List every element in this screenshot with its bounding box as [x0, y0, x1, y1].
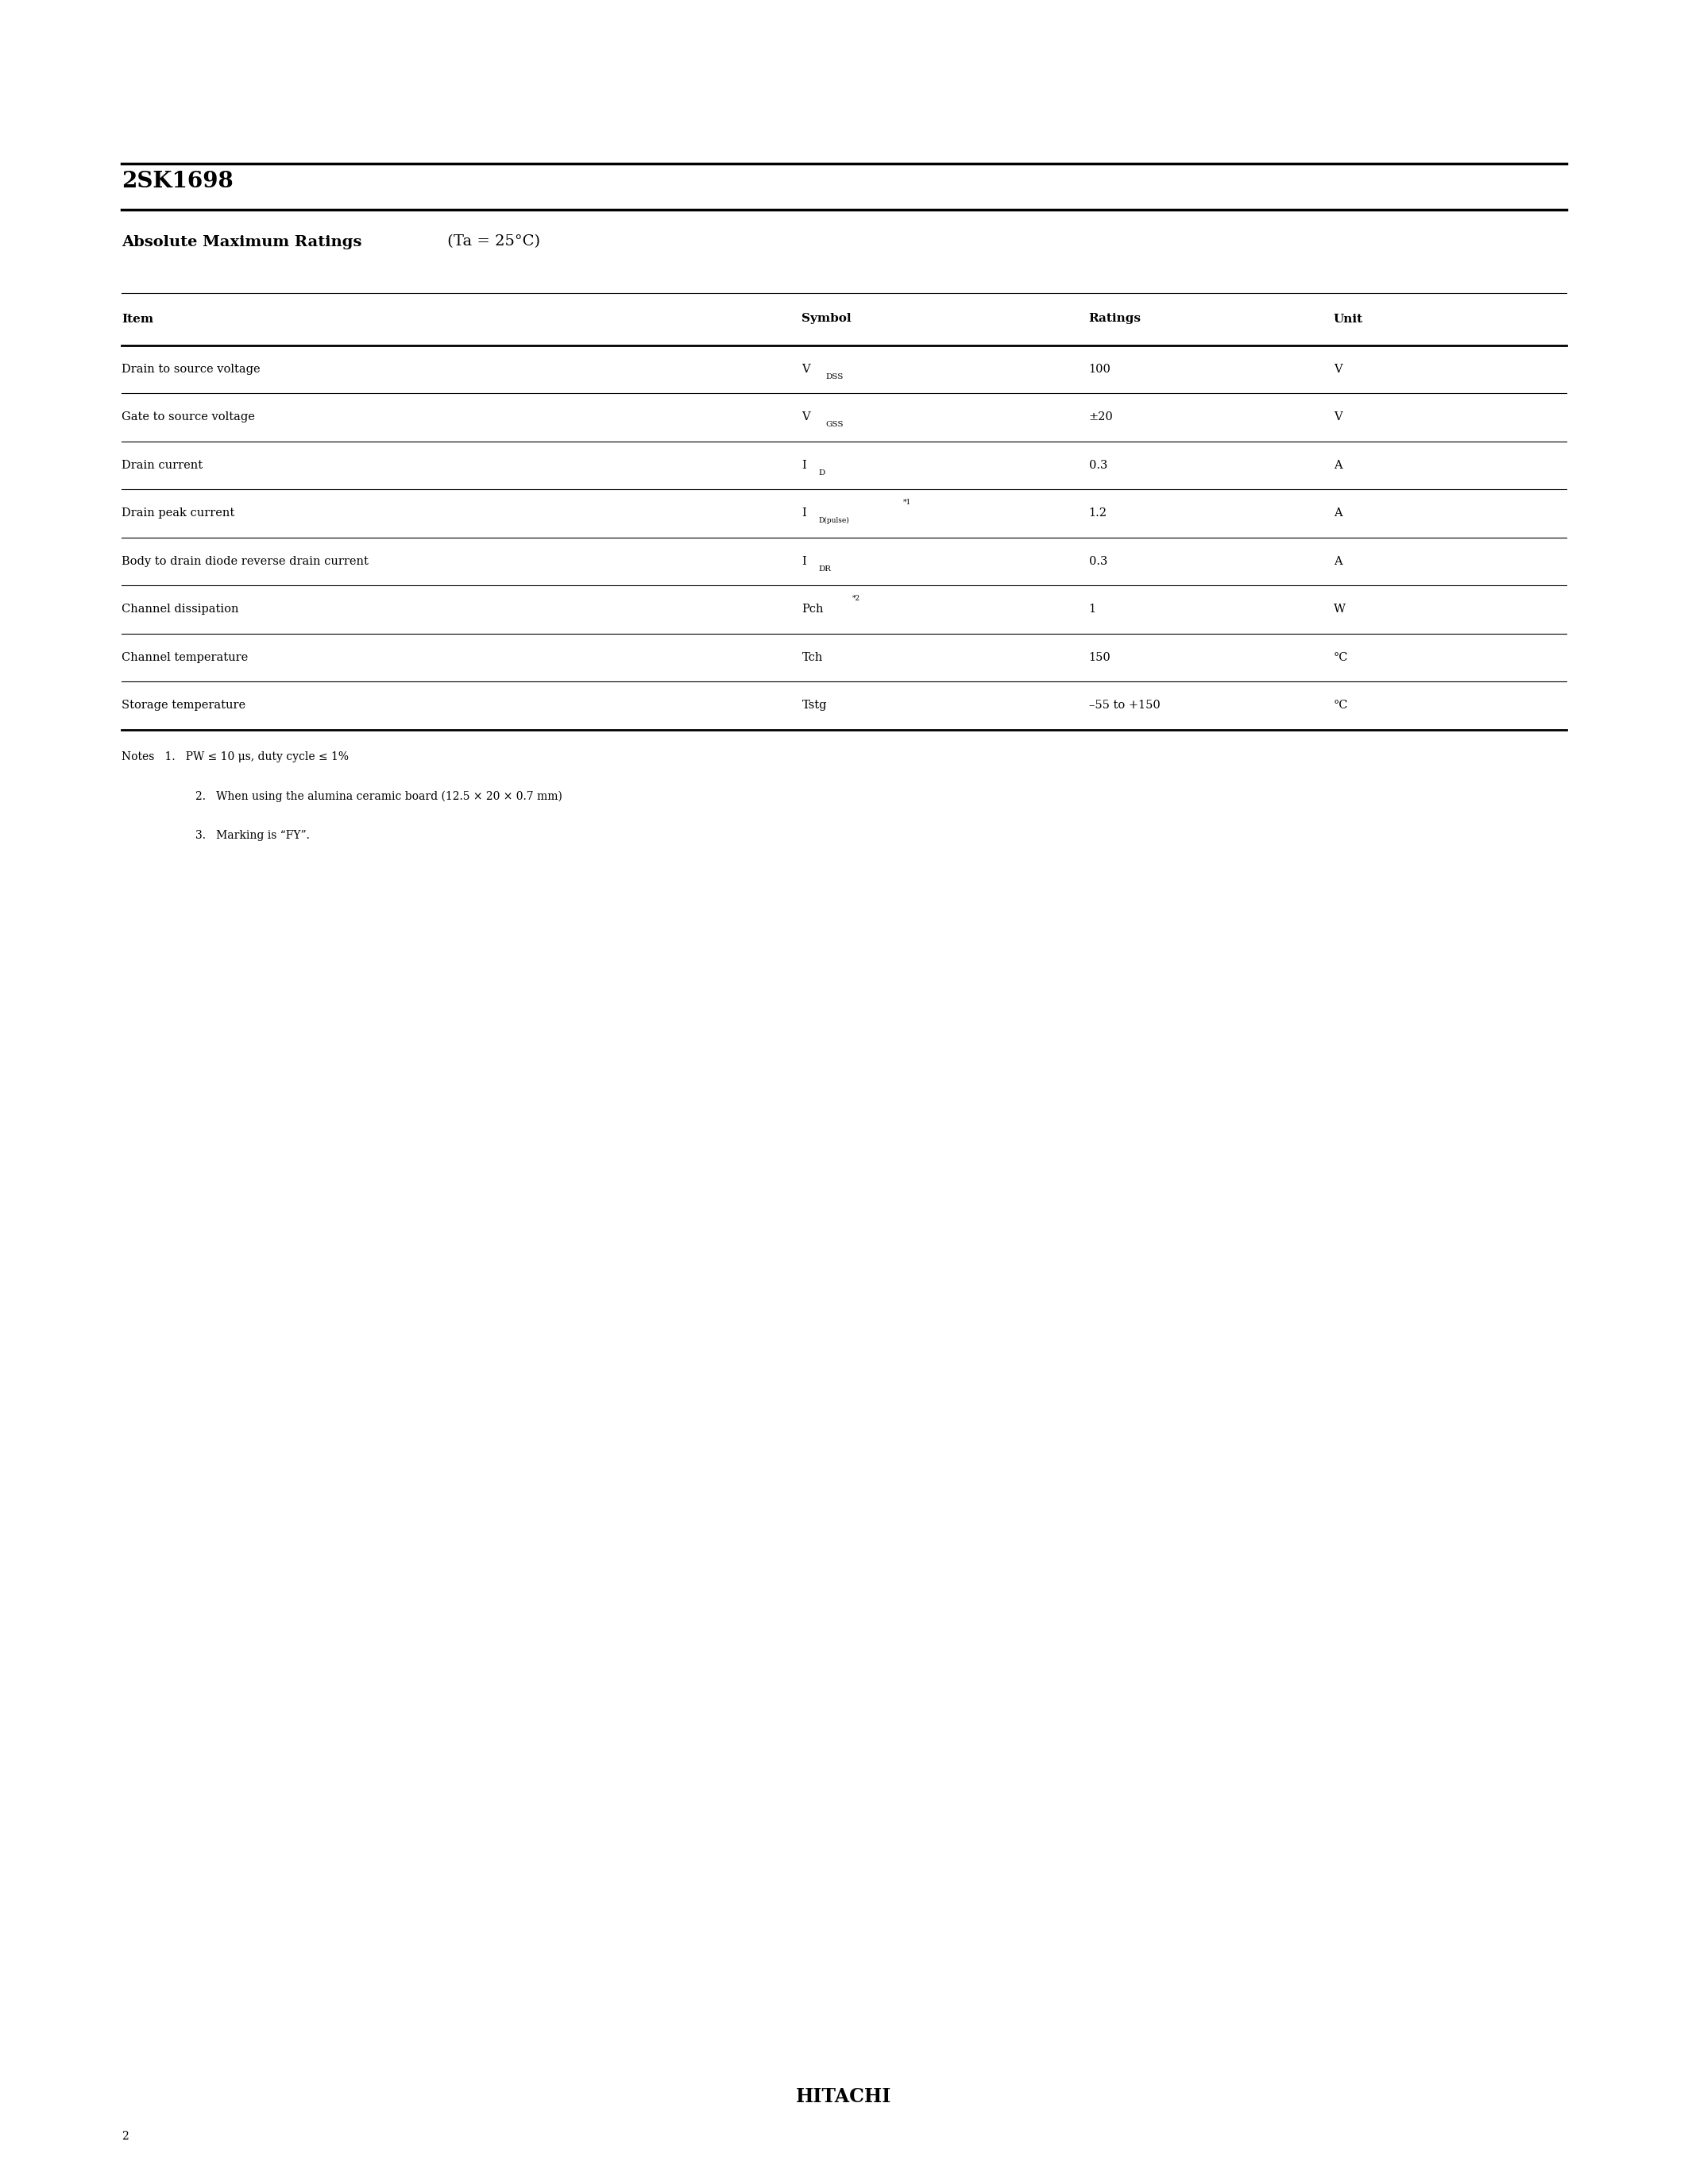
- Text: Gate to source voltage: Gate to source voltage: [122, 411, 255, 424]
- Text: 150: 150: [1089, 651, 1111, 664]
- Text: V: V: [802, 411, 810, 424]
- Text: DR: DR: [819, 566, 832, 572]
- Text: Drain current: Drain current: [122, 459, 203, 472]
- Text: HITACHI: HITACHI: [797, 2088, 891, 2105]
- Text: Body to drain diode reverse drain current: Body to drain diode reverse drain curren…: [122, 555, 368, 568]
- Text: Notes   1.   PW ≤ 10 μs, duty cycle ≤ 1%: Notes 1. PW ≤ 10 μs, duty cycle ≤ 1%: [122, 751, 349, 762]
- Text: DSS: DSS: [825, 373, 844, 380]
- Text: Pch: Pch: [802, 603, 824, 616]
- Text: 0.3: 0.3: [1089, 459, 1107, 472]
- Text: Symbol: Symbol: [802, 312, 851, 325]
- Text: 3.   Marking is “FY”.: 3. Marking is “FY”.: [196, 830, 311, 841]
- Text: Item: Item: [122, 312, 154, 325]
- Text: *2: *2: [852, 594, 861, 603]
- Text: 2: 2: [122, 2129, 128, 2143]
- Text: A: A: [1334, 459, 1342, 472]
- Text: Drain peak current: Drain peak current: [122, 507, 235, 520]
- Text: Tch: Tch: [802, 651, 822, 664]
- Text: 2.   When using the alumina ceramic board (12.5 × 20 × 0.7 mm): 2. When using the alumina ceramic board …: [196, 791, 562, 802]
- Text: *1: *1: [903, 498, 912, 507]
- Text: Absolute Maximum Ratings: Absolute Maximum Ratings: [122, 234, 361, 249]
- Text: D: D: [819, 470, 825, 476]
- Text: D(pulse): D(pulse): [819, 518, 849, 524]
- Text: °C: °C: [1334, 651, 1349, 664]
- Text: GSS: GSS: [825, 422, 844, 428]
- Text: Ratings: Ratings: [1089, 312, 1141, 325]
- Text: ±20: ±20: [1089, 411, 1112, 424]
- Text: –55 to +150: –55 to +150: [1089, 699, 1160, 712]
- Text: I: I: [802, 555, 807, 568]
- Text: Channel temperature: Channel temperature: [122, 651, 248, 664]
- Text: V: V: [1334, 363, 1342, 376]
- Text: 1: 1: [1089, 603, 1096, 616]
- Text: I: I: [802, 459, 807, 472]
- Text: Storage temperature: Storage temperature: [122, 699, 245, 712]
- Text: V: V: [1334, 411, 1342, 424]
- Text: 2SK1698: 2SK1698: [122, 170, 233, 192]
- Text: A: A: [1334, 507, 1342, 520]
- Text: 100: 100: [1089, 363, 1111, 376]
- Text: Unit: Unit: [1334, 312, 1362, 325]
- Text: °C: °C: [1334, 699, 1349, 712]
- Text: Channel dissipation: Channel dissipation: [122, 603, 238, 616]
- Text: V: V: [802, 363, 810, 376]
- Text: A: A: [1334, 555, 1342, 568]
- Text: (Ta = 25°C): (Ta = 25°C): [442, 234, 540, 249]
- Text: 0.3: 0.3: [1089, 555, 1107, 568]
- Text: W: W: [1334, 603, 1345, 616]
- Text: I: I: [802, 507, 807, 520]
- Text: Drain to source voltage: Drain to source voltage: [122, 363, 260, 376]
- Text: 1.2: 1.2: [1089, 507, 1107, 520]
- Text: Tstg: Tstg: [802, 699, 827, 712]
